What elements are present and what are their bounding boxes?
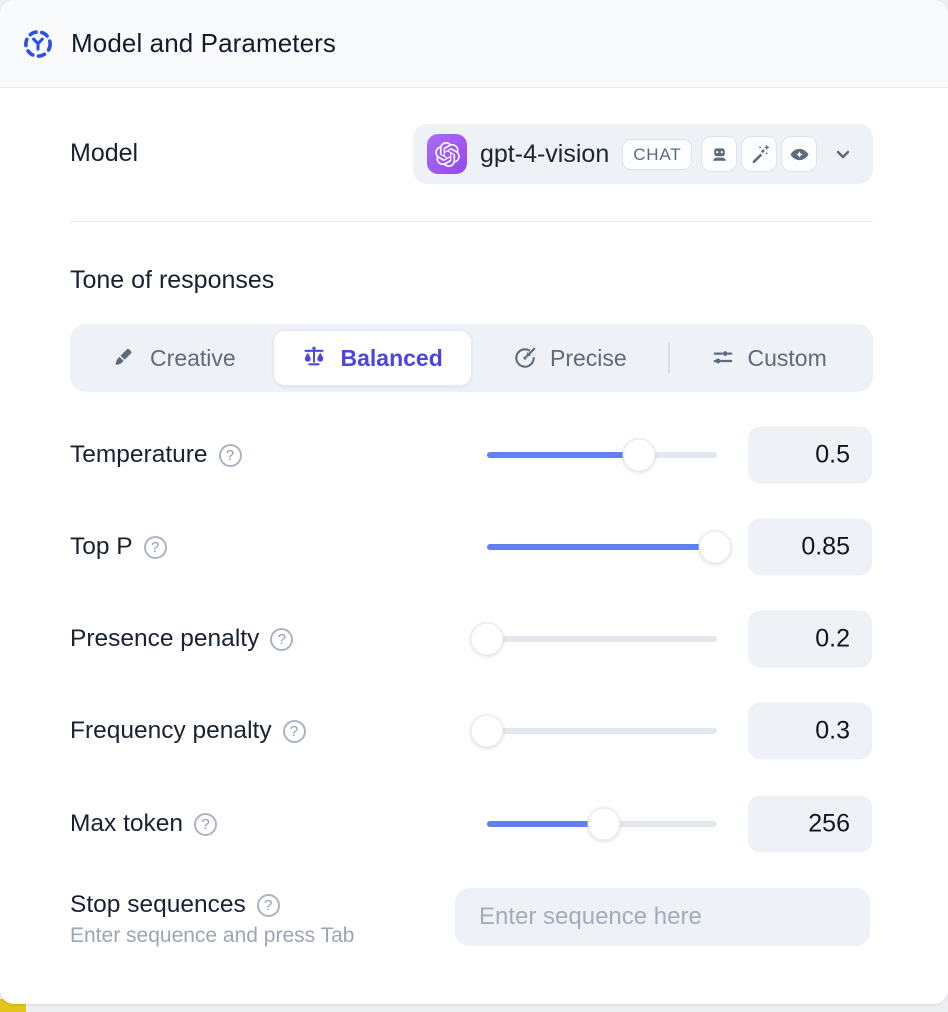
param-row-max-token: Max token ? 256 bbox=[0, 790, 948, 858]
slider-fill bbox=[487, 544, 715, 550]
balance-scale-icon bbox=[301, 345, 327, 371]
tone-tabbar: Creative Balanced bbox=[70, 324, 873, 392]
model-label: Model bbox=[70, 139, 139, 167]
param-label-text: Temperature bbox=[70, 441, 208, 468]
model-select[interactable]: gpt-4-vision CHAT bbox=[413, 124, 873, 184]
param-label: Top P ? bbox=[70, 533, 167, 561]
param-row-frequency-penalty: Frequency penalty ? 0.3 bbox=[0, 697, 948, 765]
max-token-value[interactable]: 256 bbox=[748, 795, 872, 853]
chevron-down-icon bbox=[831, 142, 855, 166]
param-label-text: Presence penalty bbox=[70, 625, 260, 652]
section-divider bbox=[70, 221, 873, 222]
model-hub-icon bbox=[22, 28, 54, 60]
slider-thumb[interactable] bbox=[587, 807, 621, 841]
slider-track bbox=[487, 636, 717, 642]
param-row-presence-penalty: Presence penalty ? 0.2 bbox=[0, 605, 948, 673]
help-icon[interactable]: ? bbox=[194, 812, 218, 836]
vision-eye-icon bbox=[781, 136, 818, 172]
param-label-text: Frequency penalty bbox=[70, 717, 272, 744]
help-icon[interactable]: ? bbox=[218, 443, 242, 467]
panel-header: Model and Parameters bbox=[0, 0, 948, 88]
panel-title: Model and Parameters bbox=[71, 28, 337, 58]
stop-sequences-input[interactable] bbox=[455, 888, 870, 946]
slider-thumb[interactable] bbox=[470, 714, 504, 748]
target-arrow-icon bbox=[513, 346, 537, 370]
help-icon[interactable]: ? bbox=[270, 627, 294, 651]
slider-track bbox=[487, 728, 717, 734]
temperature-slider[interactable] bbox=[487, 438, 717, 472]
help-icon[interactable]: ? bbox=[143, 535, 167, 559]
stop-sequences-label: Stop sequences ? bbox=[70, 891, 280, 919]
tab-label: Custom bbox=[747, 344, 827, 371]
slider-thumb[interactable] bbox=[470, 622, 504, 656]
slider-fill bbox=[487, 821, 605, 827]
tab-label: Creative bbox=[150, 344, 236, 371]
tab-custom[interactable]: Custom bbox=[670, 330, 867, 386]
slider-thumb[interactable] bbox=[698, 530, 732, 564]
param-label: Frequency penalty ? bbox=[70, 717, 306, 745]
presence-penalty-slider[interactable] bbox=[470, 622, 717, 656]
magic-wand-icon bbox=[741, 136, 778, 172]
param-row-top-p: Top P ? 0.85 bbox=[0, 513, 948, 581]
max-token-slider[interactable] bbox=[487, 807, 717, 841]
paintbrush-icon bbox=[113, 346, 137, 370]
tone-heading: Tone of responses bbox=[70, 266, 275, 294]
slider-fill bbox=[487, 452, 639, 458]
tab-precise[interactable]: Precise bbox=[472, 330, 669, 386]
slider-thumb[interactable] bbox=[622, 438, 656, 472]
tab-separator bbox=[668, 343, 671, 373]
tab-balanced[interactable]: Balanced bbox=[272, 330, 472, 386]
temperature-value[interactable]: 0.5 bbox=[748, 426, 872, 484]
param-label-text: Top P bbox=[70, 533, 133, 560]
param-label: Presence penalty ? bbox=[70, 625, 294, 653]
selected-model-name: gpt-4-vision bbox=[480, 139, 610, 168]
param-label: Temperature ? bbox=[70, 441, 242, 469]
top-p-slider[interactable] bbox=[487, 530, 732, 564]
param-label-text: Max token bbox=[70, 810, 184, 837]
robot-icon bbox=[701, 136, 738, 172]
tab-label: Precise bbox=[550, 344, 627, 371]
openai-logo bbox=[427, 134, 467, 174]
model-type-badge: CHAT bbox=[622, 138, 693, 170]
presence-penalty-value[interactable]: 0.2 bbox=[748, 610, 872, 668]
tab-label: Balanced bbox=[340, 344, 443, 371]
sliders-tune-icon bbox=[711, 346, 735, 370]
frequency-penalty-slider[interactable] bbox=[470, 714, 717, 748]
stop-sequences-hint: Enter sequence and press Tab bbox=[70, 924, 355, 947]
tab-creative[interactable]: Creative bbox=[76, 330, 273, 386]
stop-sequences-label-text: Stop sequences bbox=[70, 891, 246, 918]
param-row-temperature: Temperature ? 0.5 bbox=[0, 421, 948, 489]
param-label: Max token ? bbox=[70, 810, 218, 838]
frequency-penalty-value[interactable]: 0.3 bbox=[748, 702, 872, 760]
slider-track bbox=[487, 544, 717, 550]
help-icon[interactable]: ? bbox=[282, 719, 306, 743]
top-p-value[interactable]: 0.85 bbox=[748, 518, 872, 576]
slider-track bbox=[487, 452, 717, 458]
help-icon[interactable]: ? bbox=[256, 893, 280, 917]
